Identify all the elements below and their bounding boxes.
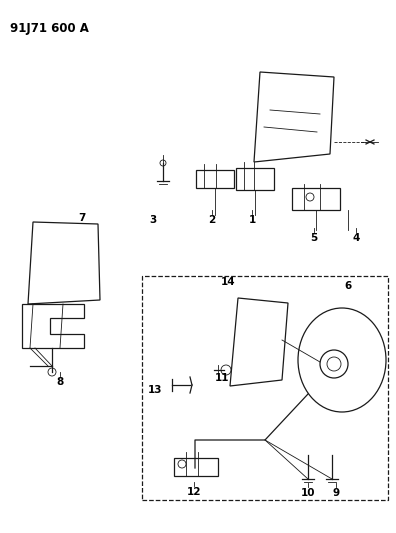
Text: 91J71 600 A: 91J71 600 A (10, 22, 89, 35)
Text: 10: 10 (301, 488, 315, 498)
Text: 3: 3 (149, 215, 157, 225)
Text: 5: 5 (310, 233, 318, 243)
Text: 12: 12 (187, 487, 201, 497)
Text: 13: 13 (148, 385, 162, 395)
Bar (236, 168, 274, 190)
Bar (292, 188, 340, 210)
Bar (196, 170, 234, 188)
Text: 4: 4 (352, 233, 360, 243)
Bar (142, 276, 388, 500)
Text: 6: 6 (345, 281, 352, 291)
Text: 1: 1 (248, 215, 256, 225)
Text: 7: 7 (78, 213, 86, 223)
Text: 9: 9 (332, 488, 339, 498)
Text: 11: 11 (215, 373, 229, 383)
Bar (174, 458, 218, 476)
Text: 8: 8 (56, 377, 64, 387)
Text: 14: 14 (221, 277, 235, 287)
Text: 2: 2 (208, 215, 216, 225)
